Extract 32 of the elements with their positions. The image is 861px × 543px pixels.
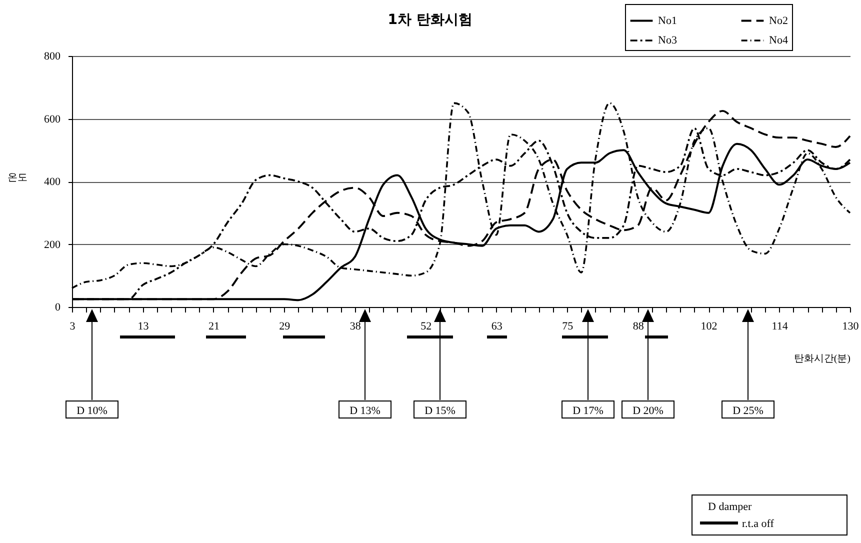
y-tick-label: 600	[44, 113, 61, 126]
x-tick-label: 21	[208, 320, 220, 332]
text: r.t.a off	[742, 518, 774, 530]
legend-label: No3	[658, 34, 678, 46]
x-axis-title: 탄화시간(분)	[794, 354, 850, 364]
text: D 15%	[424, 405, 456, 417]
text: D 13%	[350, 405, 380, 417]
x-tick-label: 130	[842, 320, 860, 332]
legend-label: No4	[769, 34, 788, 46]
x-tick-label: 102	[700, 320, 718, 332]
y-tick-label: 200	[44, 238, 61, 251]
x-tick-label: 88	[632, 320, 644, 332]
x-tick-label: 38	[350, 320, 362, 332]
x-tick-label: 13	[138, 320, 150, 332]
x-tick-label: 3	[70, 320, 76, 332]
x-tick-label: 75	[562, 320, 574, 332]
text: D 25%	[732, 405, 764, 417]
text: D 20%	[632, 405, 664, 417]
legend-label: No2	[769, 14, 788, 27]
y-tick-label: 0	[55, 302, 61, 314]
y-tick-label: 400	[44, 176, 61, 188]
text: D 17%	[572, 405, 604, 417]
chart-title: 1차 탄화시험	[388, 12, 472, 28]
y-axis-title: 온도	[8, 172, 28, 184]
text: D 10%	[76, 405, 108, 417]
x-tick-label: 29	[279, 320, 291, 332]
legend-label: No1	[658, 14, 677, 27]
x-tick-label: 114	[772, 320, 788, 332]
text: D damper	[708, 501, 752, 513]
x-tick-label: 63	[491, 320, 503, 332]
x-tick-label: 52	[420, 320, 432, 332]
y-tick-label: 800	[44, 50, 61, 62]
